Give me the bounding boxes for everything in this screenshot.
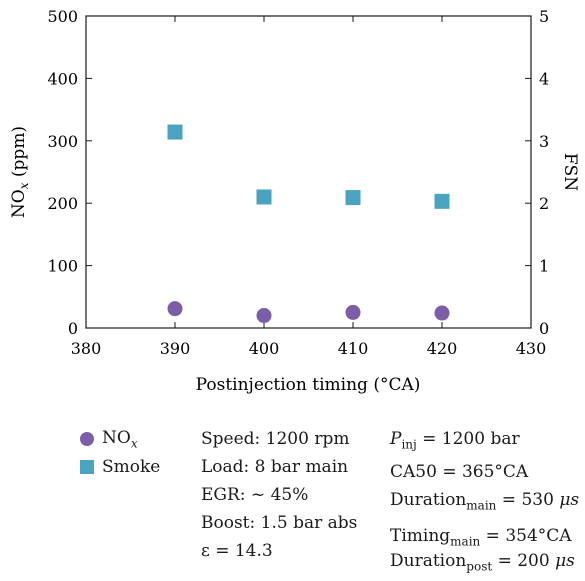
- y-right-tick-label: 1: [539, 257, 549, 276]
- x-axis-title: Postinjection timing (°CA): [196, 375, 421, 395]
- nox-point: [167, 301, 183, 317]
- nox-point: [434, 305, 450, 321]
- smoke-point: [167, 124, 183, 140]
- operating-conditions: Speed: 1200 rpm Load: 8 bar main EGR: ~ …: [201, 425, 357, 565]
- legend-item-nox: NOx: [80, 425, 160, 453]
- smoke-point: [256, 189, 272, 205]
- note-compression-ratio: ε = 14.3: [201, 541, 273, 561]
- note-ca50: CA50 = 365°CA: [390, 462, 529, 483]
- circle-marker-icon: [80, 432, 94, 446]
- y-left-tick-label: 400: [47, 69, 78, 88]
- note-load: Load: 8 bar main: [201, 457, 349, 477]
- note-pinj: Pinj = 1200 bar: [390, 429, 520, 452]
- y-right-tick-label: 2: [539, 194, 549, 213]
- x-tick-label: 410: [338, 339, 369, 358]
- x-tick-label: 390: [160, 339, 191, 358]
- nox-point: [256, 308, 272, 324]
- y-axis-left-title: NOx (ppm): [9, 126, 31, 218]
- y-left-tick-label: 500: [47, 7, 78, 26]
- y-left-tick-label: 200: [47, 194, 78, 213]
- nox-point: [345, 304, 361, 320]
- note-egr: EGR: ~ 45%: [201, 485, 309, 505]
- y-right-tick-label: 4: [539, 69, 549, 88]
- x-tick-label: 380: [71, 339, 102, 358]
- note-duration-post: Durationpost = 200 μs: [390, 551, 575, 574]
- legend-label-smoke: Smoke: [102, 457, 161, 477]
- note-timing-main: Timingmain = 354°CA: [390, 525, 572, 549]
- y-right-tick-label: 5: [539, 7, 549, 26]
- legend-item-smoke: Smoke: [80, 453, 160, 481]
- scatter-chart: 380 390 400 410 420 4300100200300400500012345…: [9, 7, 580, 395]
- square-marker-icon: [80, 460, 94, 474]
- smoke-point: [434, 193, 450, 209]
- x-tick-label: 420: [427, 339, 458, 358]
- y-left-title-main: NO: [9, 189, 29, 218]
- y-axis-right-title: FSN: [560, 153, 580, 191]
- legend: NOx Smoke: [80, 425, 160, 481]
- note-boost: Boost: 1.5 bar abs: [201, 513, 358, 533]
- y-right-tick-label: 0: [539, 319, 549, 338]
- y-right-tick-label: 3: [539, 132, 549, 151]
- legend-label-nox: NOx: [102, 427, 138, 451]
- note-duration-main: Durationmain = 530 μs: [390, 490, 580, 513]
- y-left-title-sub: x: [17, 182, 31, 189]
- y-left-tick-label: 0: [68, 319, 78, 338]
- y-left-tick-label: 100: [47, 257, 78, 276]
- injection-parameters: Pinj = 1200 bar CA50 = 365°CA Durationma…: [390, 425, 579, 581]
- smoke-point: [345, 190, 361, 206]
- y-left-title-unit: (ppm): [9, 126, 29, 183]
- y-left-tick-label: 300: [47, 132, 78, 151]
- x-tick-label: 430: [516, 339, 547, 358]
- x-tick-label: 400: [249, 339, 280, 358]
- note-speed: Speed: 1200 rpm: [201, 429, 350, 449]
- plot-area: [85, 15, 532, 329]
